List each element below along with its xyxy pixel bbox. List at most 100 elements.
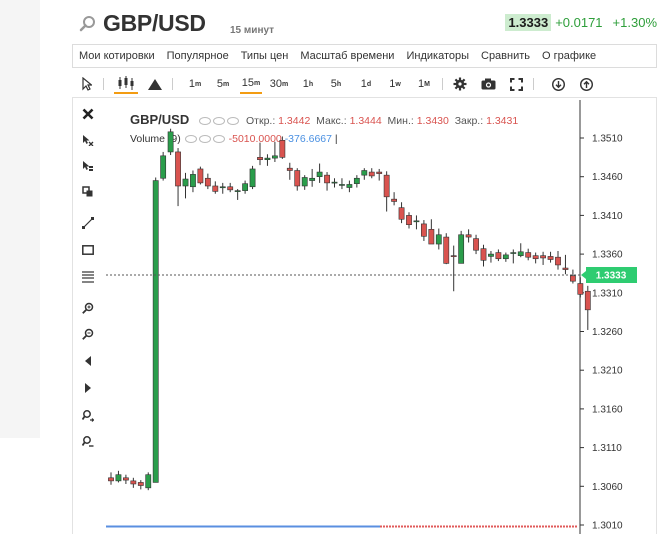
candle-body bbox=[331, 181, 338, 184]
reset-zoom-icon[interactable] bbox=[76, 431, 100, 453]
upload-icon[interactable] bbox=[577, 74, 595, 94]
gear-icon[interactable] bbox=[451, 74, 469, 94]
chart-menu-bar: Мои котировки Популярное Типы цен Масшта… bbox=[72, 44, 657, 68]
download-icon[interactable] bbox=[549, 74, 567, 94]
remove-ring-icon[interactable] bbox=[227, 117, 240, 126]
y-tick-label: 1.3360 bbox=[592, 250, 623, 261]
high-label: Макс.: bbox=[316, 115, 347, 127]
camera-icon[interactable] bbox=[479, 74, 497, 94]
candle-body bbox=[540, 255, 546, 259]
candle-body bbox=[353, 177, 360, 184]
candle-body bbox=[465, 234, 472, 238]
magnet-icon[interactable] bbox=[76, 155, 100, 177]
last-price-label: 1.3333 bbox=[596, 271, 627, 282]
zoom-range-icon[interactable] bbox=[76, 405, 100, 427]
fullscreen-icon[interactable] bbox=[507, 74, 525, 94]
menu-my-quotes[interactable]: Мои котировки bbox=[79, 50, 155, 62]
zoom-out-icon[interactable] bbox=[76, 323, 100, 345]
candle-body bbox=[182, 178, 189, 187]
y-tick-label: 1.3110 bbox=[592, 443, 622, 454]
zoom-in-icon[interactable] bbox=[76, 297, 100, 319]
open-value: 1.3442 bbox=[278, 115, 311, 127]
candle-body bbox=[368, 171, 375, 177]
close-icon[interactable] bbox=[76, 103, 100, 125]
quote-header: GBP/USD 15 минут 1.3333 +0.0171 +1.30% bbox=[72, 8, 657, 42]
price-change: +0.0171 bbox=[555, 15, 603, 30]
candle-body bbox=[413, 220, 420, 223]
timeframe-15m[interactable]: 15 m bbox=[240, 74, 262, 94]
candle-body bbox=[294, 170, 301, 187]
timeframe-30m[interactable]: 30 m bbox=[269, 78, 289, 90]
clone-icon[interactable] bbox=[76, 181, 100, 203]
candle-body bbox=[450, 255, 457, 257]
y-tick-label: 1.3160 bbox=[592, 404, 623, 415]
candle-body bbox=[532, 255, 539, 260]
chart-frame bbox=[72, 98, 657, 534]
scroll-left-icon[interactable] bbox=[76, 350, 100, 372]
candle-body bbox=[167, 131, 174, 153]
y-tick-label: 1.3210 bbox=[592, 366, 623, 377]
candle-body bbox=[130, 480, 137, 485]
candle-body bbox=[219, 186, 226, 189]
scroll-right-icon[interactable] bbox=[76, 377, 100, 399]
y-tick-label: 1.3460 bbox=[592, 172, 623, 183]
candle-body bbox=[108, 477, 114, 482]
last-price-badge bbox=[586, 266, 637, 283]
trend-line-icon[interactable] bbox=[76, 212, 100, 234]
menu-about-chart[interactable]: О графике bbox=[542, 50, 597, 62]
menu-compare[interactable]: Сравнить bbox=[481, 50, 531, 62]
candle-body bbox=[115, 474, 122, 482]
settings-ring-icon[interactable] bbox=[213, 117, 226, 126]
low-label: Мин.: bbox=[387, 115, 414, 127]
close-label: Закр.: bbox=[454, 115, 484, 127]
volume-visibility-icon[interactable] bbox=[184, 135, 197, 144]
candle-body bbox=[204, 177, 211, 187]
candle-body bbox=[286, 167, 293, 171]
interval-label: 15 минут bbox=[230, 25, 275, 36]
delete-drawings-icon[interactable] bbox=[76, 129, 100, 151]
candle-body bbox=[398, 207, 405, 220]
candle-body bbox=[495, 252, 502, 260]
candle-body bbox=[339, 184, 345, 186]
y-tick-label: 1.3260 bbox=[592, 327, 623, 338]
candle-body bbox=[577, 283, 584, 295]
area-type-icon[interactable] bbox=[146, 74, 164, 94]
candle-body bbox=[316, 171, 323, 177]
volume-remove-icon[interactable] bbox=[212, 135, 225, 144]
menu-indicators[interactable]: Индикаторы bbox=[406, 50, 469, 62]
pointer-tool-icon[interactable] bbox=[78, 74, 96, 94]
candle-body bbox=[324, 174, 330, 184]
candle-body bbox=[227, 186, 234, 191]
candle-body bbox=[301, 177, 308, 187]
menu-time-scale[interactable]: Масштаб времени bbox=[300, 50, 395, 62]
candle-body bbox=[473, 238, 479, 251]
visibility-icon[interactable] bbox=[199, 117, 212, 126]
candle-body bbox=[145, 474, 152, 489]
candle-body bbox=[502, 254, 509, 260]
candle-body bbox=[152, 180, 159, 483]
volume-settings-icon[interactable] bbox=[198, 135, 211, 144]
candle-body bbox=[391, 198, 397, 202]
y-tick-label: 1.3060 bbox=[592, 482, 623, 493]
candle-body bbox=[569, 275, 576, 282]
menu-price-types[interactable]: Типы цен bbox=[240, 50, 289, 62]
menu-popular[interactable]: Популярное bbox=[166, 50, 229, 62]
candle-body bbox=[428, 229, 435, 245]
current-price: 1.3333 bbox=[505, 14, 552, 31]
rectangle-tool-icon[interactable] bbox=[76, 239, 100, 261]
candle-body bbox=[406, 215, 412, 225]
fibonacci-icon[interactable] bbox=[76, 266, 100, 288]
y-tick-label: 1.3010 bbox=[592, 521, 623, 532]
candle-body bbox=[212, 185, 219, 192]
y-tick-label: 1.3510 bbox=[592, 134, 623, 145]
candlestick-type-icon[interactable] bbox=[114, 74, 138, 94]
search-icon[interactable] bbox=[78, 14, 98, 34]
